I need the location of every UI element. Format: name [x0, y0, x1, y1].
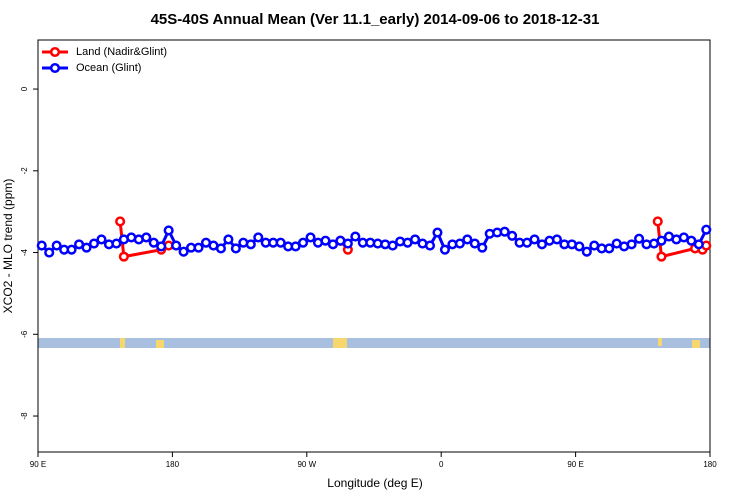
point: [652, 216, 663, 227]
x-tick-label: 90 W: [297, 460, 316, 469]
point: [148, 237, 159, 248]
point: [693, 239, 704, 250]
point: [507, 230, 518, 241]
point: [156, 241, 167, 252]
point: [477, 242, 488, 253]
point: [115, 216, 126, 227]
y-tick-label: -4: [20, 248, 29, 256]
point: [88, 238, 100, 249]
y-tick-label: -6: [20, 330, 29, 338]
point: [634, 233, 645, 244]
point: [81, 242, 92, 253]
point: [499, 226, 510, 237]
x-tick-label: 0: [439, 460, 444, 469]
point: [462, 234, 473, 245]
point: [275, 237, 286, 248]
point: [44, 247, 55, 258]
point: [223, 234, 234, 245]
point: [656, 235, 667, 246]
point: [350, 231, 361, 242]
point: [290, 241, 301, 252]
point: [439, 244, 450, 255]
point: [171, 240, 182, 251]
y-tick-label: -8: [20, 412, 29, 420]
legend-label: Land (Nadir&Glint): [76, 46, 167, 58]
point: [432, 227, 443, 238]
point: [581, 246, 592, 257]
point: [320, 235, 331, 246]
point: [469, 238, 480, 249]
point: [298, 237, 309, 248]
y-axis-label: XCO2 - MLO trend (ppm): [1, 179, 15, 314]
legend-marker: [49, 62, 61, 74]
point: [141, 232, 152, 243]
x-axis-label: Longitude (deg E): [327, 476, 422, 490]
x-tick-label: 180: [703, 460, 717, 469]
point: [454, 238, 465, 249]
point: [193, 242, 204, 253]
x-tick-label: 180: [166, 460, 180, 469]
x-tick-label: 90 E: [30, 460, 46, 469]
point: [656, 251, 667, 262]
legend-label: Ocean (Glint): [76, 62, 141, 74]
point: [253, 232, 264, 243]
point: [96, 234, 107, 245]
point: [387, 240, 398, 251]
point: [604, 243, 615, 254]
point: [230, 243, 241, 254]
point: [215, 243, 226, 254]
point: [245, 239, 256, 250]
point: [424, 240, 436, 251]
point: [626, 239, 637, 250]
point: [305, 232, 316, 243]
point: [529, 234, 540, 245]
point: [36, 240, 47, 251]
point: [551, 234, 562, 245]
point: [178, 246, 189, 257]
y-tick-label: -2: [20, 167, 29, 175]
point: [686, 235, 697, 246]
chart-title: 45S-40S Annual Mean (Ver 11.1_early) 201…: [151, 11, 600, 28]
land-ocean-strip: [38, 338, 710, 348]
point: [111, 238, 122, 249]
point: [701, 224, 712, 235]
point: [66, 244, 77, 255]
point: [163, 225, 174, 236]
point: [536, 239, 548, 250]
legend-marker: [49, 46, 61, 58]
point: [118, 251, 129, 262]
point: [51, 240, 62, 251]
x-tick-label: 90 E: [567, 460, 583, 469]
point: [410, 234, 421, 245]
point: [327, 239, 338, 250]
point: [342, 238, 353, 249]
y-tick-label: 0: [20, 86, 29, 91]
point: [574, 241, 585, 252]
